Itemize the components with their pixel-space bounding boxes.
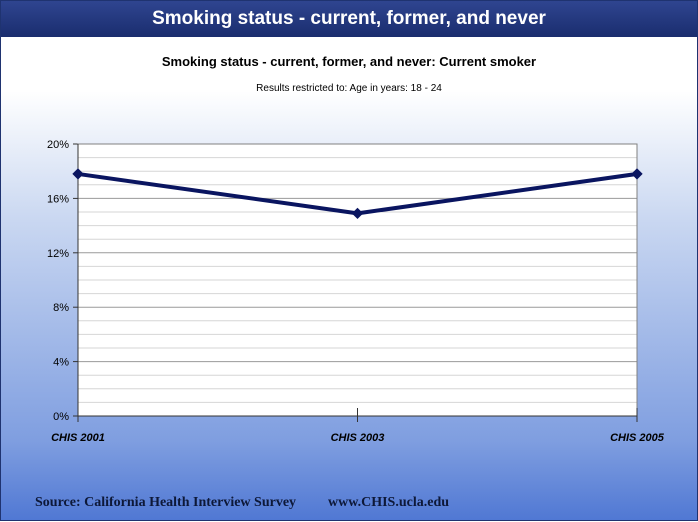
source-url[interactable]: www.CHIS.ucla.edu [328,495,450,510]
data-point [631,168,643,180]
chart-subtitle: Results restricted to: Age in years: 18 … [256,83,442,94]
y-tick-label: 16% [47,193,69,205]
x-tick-label: CHIS 2005 [610,432,665,444]
chart-title: Smoking status - current, former, and ne… [161,54,537,69]
source-text: Source: California Health Interview Surv… [35,495,297,510]
y-tick-label: 0% [53,411,69,423]
x-tick-label: CHIS 2003 [331,432,385,444]
header-title: Smoking status - current, former, and ne… [1,1,697,37]
y-tick-label: 12% [47,248,69,260]
y-tick-label: 4% [53,357,69,369]
footer: Source: California Health Interview Surv… [35,495,449,511]
x-tick-label: CHIS 2001 [51,432,105,444]
y-tick-label: 20% [47,139,69,151]
data-point [351,207,364,220]
y-tick-label: 8% [53,302,69,314]
